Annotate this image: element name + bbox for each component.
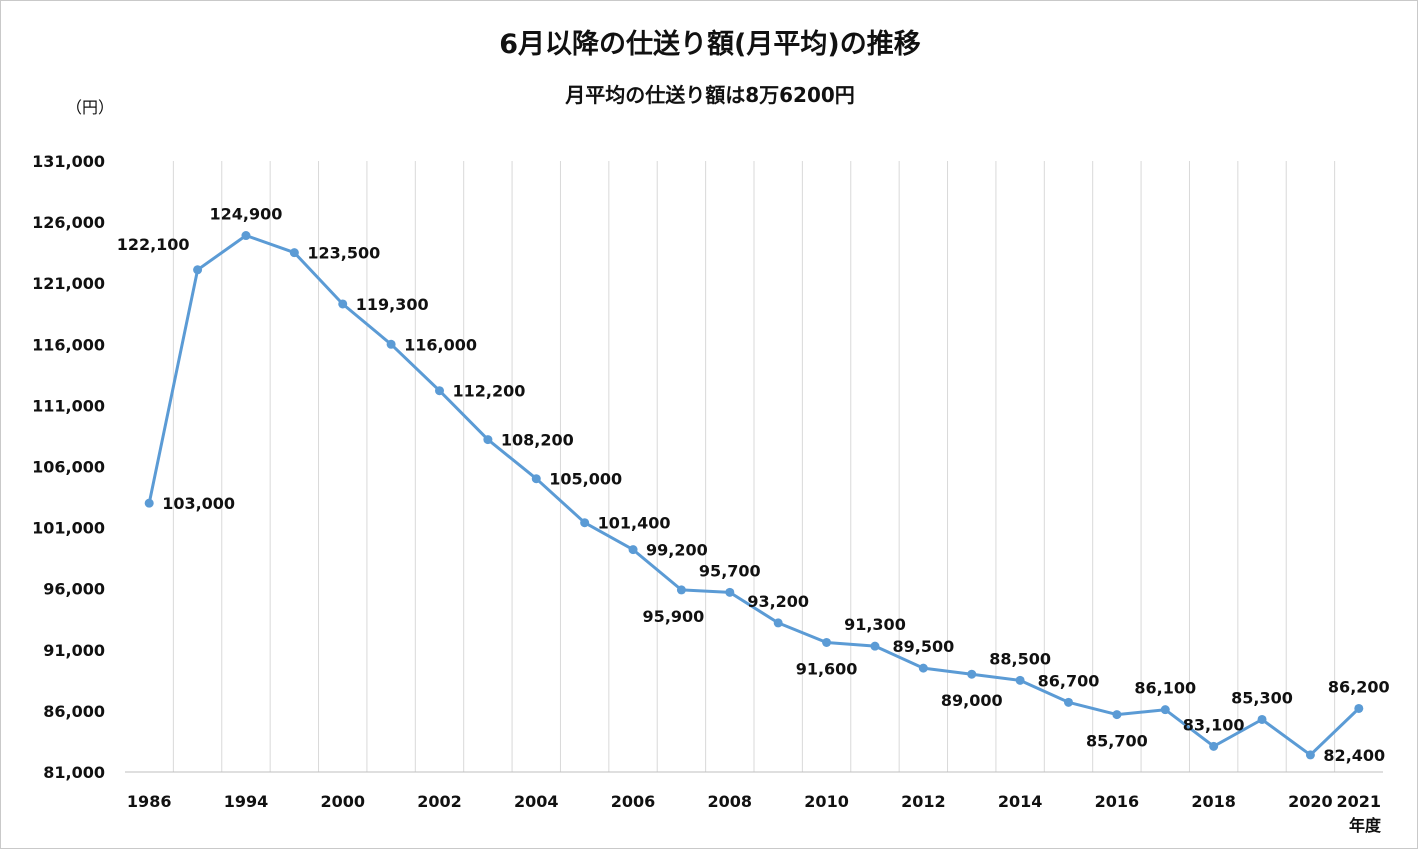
x-tick-label: 2014 bbox=[998, 792, 1043, 811]
y-tick-label: 86,000 bbox=[43, 702, 105, 721]
y-tick-label: 126,000 bbox=[32, 213, 105, 232]
x-tick-label: 2004 bbox=[514, 792, 559, 811]
x-axis-label: 年度 bbox=[1349, 816, 1382, 835]
data-label: 95,900 bbox=[643, 607, 705, 626]
x-tick-label: 2006 bbox=[611, 792, 656, 811]
data-label: 86,700 bbox=[1038, 671, 1100, 690]
y-tick-label: 96,000 bbox=[43, 580, 105, 599]
data-point bbox=[918, 663, 928, 673]
x-tick-label: 2002 bbox=[417, 792, 462, 811]
gridlines bbox=[125, 161, 1383, 773]
x-tick-label: 1986 bbox=[127, 792, 172, 811]
data-label: 123,500 bbox=[307, 244, 380, 263]
chart-subtitle: 月平均の仕送り額は8万6200円 bbox=[564, 83, 855, 107]
data-point bbox=[193, 265, 203, 275]
data-label: 122,100 bbox=[117, 235, 190, 254]
data-label: 82,400 bbox=[1323, 746, 1385, 765]
data-label: 89,500 bbox=[892, 637, 954, 656]
data-label: 116,000 bbox=[404, 335, 477, 354]
y-tick-label: 116,000 bbox=[32, 335, 105, 354]
y-tick-label: 131,000 bbox=[32, 152, 105, 171]
data-point bbox=[531, 474, 541, 484]
y-axis-ticks: 81,000 86,000 91,000 96,000 101,000 106,000 11… bbox=[32, 152, 105, 782]
data-point bbox=[241, 231, 251, 241]
chart-title: 6月以降の仕送り額(月平均)の推移 bbox=[499, 29, 920, 60]
data-point bbox=[967, 669, 977, 679]
x-tick-label: 1994 bbox=[224, 792, 269, 811]
x-tick-label: 2008 bbox=[708, 792, 753, 811]
y-tick-label: 111,000 bbox=[32, 396, 105, 415]
data-label: 89,000 bbox=[941, 691, 1003, 710]
data-point bbox=[580, 518, 590, 528]
x-tick-label: 2018 bbox=[1191, 792, 1236, 811]
data-point bbox=[822, 637, 832, 647]
data-label: 119,300 bbox=[356, 295, 429, 314]
data-point bbox=[435, 386, 444, 396]
x-tick-label: 2020 bbox=[1288, 792, 1333, 811]
data-point bbox=[870, 641, 880, 651]
y-tick-label: 91,000 bbox=[43, 641, 105, 660]
data-label: 85,700 bbox=[1086, 732, 1148, 751]
data-point bbox=[1160, 705, 1170, 715]
data-point bbox=[1209, 741, 1219, 751]
data-label: 83,100 bbox=[1183, 715, 1245, 734]
data-point bbox=[1305, 750, 1315, 760]
series-line bbox=[147, 234, 1360, 757]
data-point bbox=[1257, 714, 1267, 724]
y-tick-label: 106,000 bbox=[32, 458, 105, 477]
series-line-group bbox=[147, 234, 1360, 757]
data-point bbox=[1354, 703, 1364, 713]
data-label: 85,300 bbox=[1231, 688, 1293, 707]
data-points bbox=[144, 231, 1364, 760]
x-tick-label: 2000 bbox=[320, 792, 365, 811]
data-point bbox=[483, 435, 493, 445]
data-label: 101,400 bbox=[598, 514, 671, 533]
x-tick-label: 2021 bbox=[1337, 792, 1382, 811]
data-point bbox=[1015, 675, 1025, 685]
data-point bbox=[676, 585, 686, 595]
data-label: 103,000 bbox=[162, 494, 235, 513]
data-point bbox=[1112, 710, 1122, 720]
data-point bbox=[725, 587, 735, 597]
x-tick-label: 2012 bbox=[901, 792, 946, 811]
data-label: 91,300 bbox=[844, 615, 906, 634]
data-label: 105,000 bbox=[549, 470, 622, 489]
y-tick-label: 101,000 bbox=[32, 519, 105, 538]
data-point bbox=[1064, 697, 1073, 707]
y-tick-label: 121,000 bbox=[32, 274, 105, 293]
y-axis-unit-label: （円） bbox=[66, 98, 114, 117]
x-axis-ticks: 1986 1994 2000 2002 2004 2006 2008 2010 2012 2014… bbox=[127, 792, 1381, 811]
x-tick-label: 2016 bbox=[1095, 792, 1140, 811]
data-label: 91,600 bbox=[796, 659, 858, 678]
data-label: 86,200 bbox=[1328, 677, 1390, 696]
y-tick-label: 81,000 bbox=[43, 763, 105, 782]
data-point bbox=[289, 248, 299, 258]
data-point bbox=[628, 545, 638, 555]
data-label: 95,700 bbox=[699, 561, 761, 580]
data-point bbox=[386, 339, 396, 349]
data-label: 88,500 bbox=[989, 649, 1051, 668]
data-label: 86,100 bbox=[1134, 679, 1196, 698]
data-point bbox=[773, 618, 783, 628]
data-label: 108,200 bbox=[501, 431, 574, 450]
data-point bbox=[144, 498, 154, 508]
data-label: 124,900 bbox=[210, 205, 283, 224]
data-point bbox=[338, 299, 348, 309]
data-labels: 103,000 122,100 124,900 123,500 119,300 116,0… bbox=[117, 205, 1390, 765]
data-label: 99,200 bbox=[646, 541, 708, 560]
data-label: 112,200 bbox=[453, 382, 526, 401]
x-tick-label: 2010 bbox=[804, 792, 849, 811]
data-label: 93,200 bbox=[747, 592, 809, 611]
